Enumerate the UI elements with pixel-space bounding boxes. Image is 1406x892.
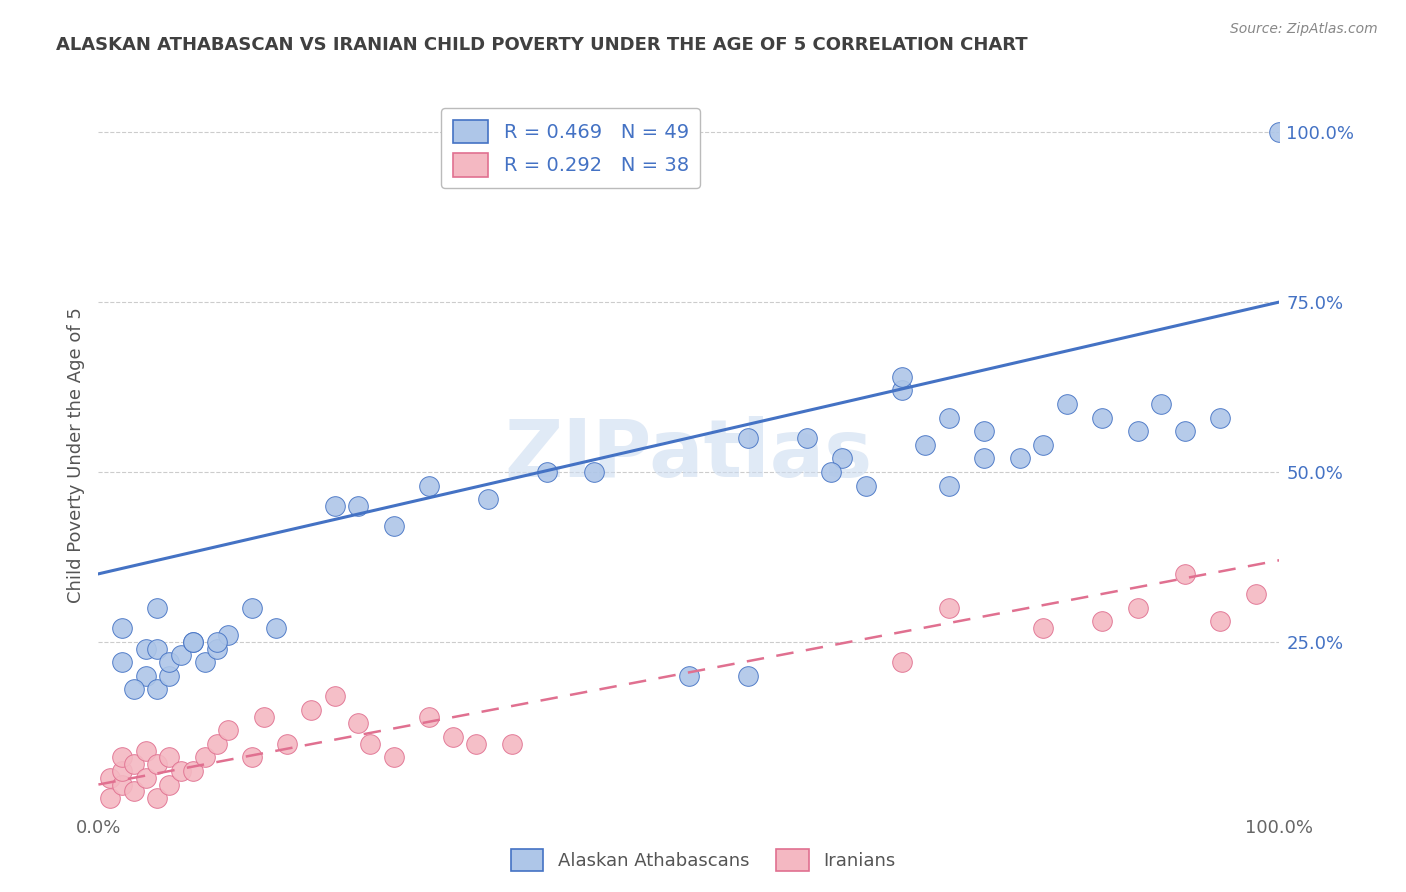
Point	[170, 648, 193, 663]
Point	[1268, 125, 1291, 139]
Point	[157, 750, 180, 764]
Point	[737, 431, 759, 445]
Point	[938, 410, 960, 425]
Legend: Alaskan Athabascans, Iranians: Alaskan Athabascans, Iranians	[503, 842, 903, 879]
Point	[111, 778, 134, 792]
Point	[98, 791, 121, 805]
Point	[441, 730, 464, 744]
Point	[1032, 438, 1054, 452]
Point	[973, 424, 995, 438]
Point	[890, 369, 912, 384]
Point	[1126, 600, 1149, 615]
Point	[1126, 424, 1149, 438]
Point	[1008, 451, 1031, 466]
Point	[1244, 587, 1267, 601]
Point	[170, 764, 193, 778]
Point	[205, 737, 228, 751]
Point	[111, 621, 134, 635]
Point	[1091, 615, 1114, 629]
Point	[418, 709, 440, 723]
Point	[382, 519, 405, 533]
Point	[1091, 410, 1114, 425]
Point	[890, 384, 912, 398]
Point	[382, 750, 405, 764]
Point	[914, 438, 936, 452]
Point	[583, 465, 606, 479]
Point	[135, 771, 157, 785]
Point	[359, 737, 381, 751]
Point	[146, 757, 169, 772]
Point	[217, 628, 239, 642]
Point	[1150, 397, 1173, 411]
Y-axis label: Child Poverty Under the Age of 5: Child Poverty Under the Age of 5	[66, 307, 84, 603]
Point	[181, 635, 204, 649]
Point	[240, 600, 263, 615]
Legend: R = 0.469   N = 49, R = 0.292   N = 38: R = 0.469 N = 49, R = 0.292 N = 38	[441, 108, 700, 188]
Point	[938, 600, 960, 615]
Text: Source: ZipAtlas.com: Source: ZipAtlas.com	[1230, 22, 1378, 37]
Point	[135, 641, 157, 656]
Point	[205, 641, 228, 656]
Point	[181, 635, 204, 649]
Point	[98, 771, 121, 785]
Point	[146, 641, 169, 656]
Point	[347, 499, 370, 513]
Point	[135, 743, 157, 757]
Point	[477, 492, 499, 507]
Point	[820, 465, 842, 479]
Point	[323, 689, 346, 703]
Point	[796, 431, 818, 445]
Point	[347, 716, 370, 731]
Point	[146, 791, 169, 805]
Point	[111, 655, 134, 669]
Point	[111, 764, 134, 778]
Point	[1174, 424, 1197, 438]
Point	[253, 709, 276, 723]
Point	[1056, 397, 1078, 411]
Point	[146, 600, 169, 615]
Text: ZIPatlas: ZIPatlas	[505, 416, 873, 494]
Point	[831, 451, 853, 466]
Point	[135, 669, 157, 683]
Text: ALASKAN ATHABASCAN VS IRANIAN CHILD POVERTY UNDER THE AGE OF 5 CORRELATION CHART: ALASKAN ATHABASCAN VS IRANIAN CHILD POVE…	[56, 36, 1028, 54]
Point	[157, 778, 180, 792]
Point	[855, 478, 877, 492]
Point	[418, 478, 440, 492]
Point	[276, 737, 298, 751]
Point	[737, 669, 759, 683]
Point	[217, 723, 239, 738]
Point	[122, 784, 145, 798]
Point	[501, 737, 523, 751]
Point	[323, 499, 346, 513]
Point	[194, 655, 217, 669]
Point	[465, 737, 488, 751]
Point	[299, 703, 322, 717]
Point	[122, 757, 145, 772]
Point	[678, 669, 700, 683]
Point	[973, 451, 995, 466]
Point	[181, 764, 204, 778]
Point	[111, 750, 134, 764]
Point	[157, 669, 180, 683]
Point	[205, 635, 228, 649]
Point	[264, 621, 287, 635]
Point	[122, 682, 145, 697]
Point	[146, 682, 169, 697]
Point	[890, 655, 912, 669]
Point	[1209, 615, 1232, 629]
Point	[1209, 410, 1232, 425]
Point	[1032, 621, 1054, 635]
Point	[938, 478, 960, 492]
Point	[536, 465, 558, 479]
Point	[1174, 566, 1197, 581]
Point	[157, 655, 180, 669]
Point	[240, 750, 263, 764]
Point	[194, 750, 217, 764]
